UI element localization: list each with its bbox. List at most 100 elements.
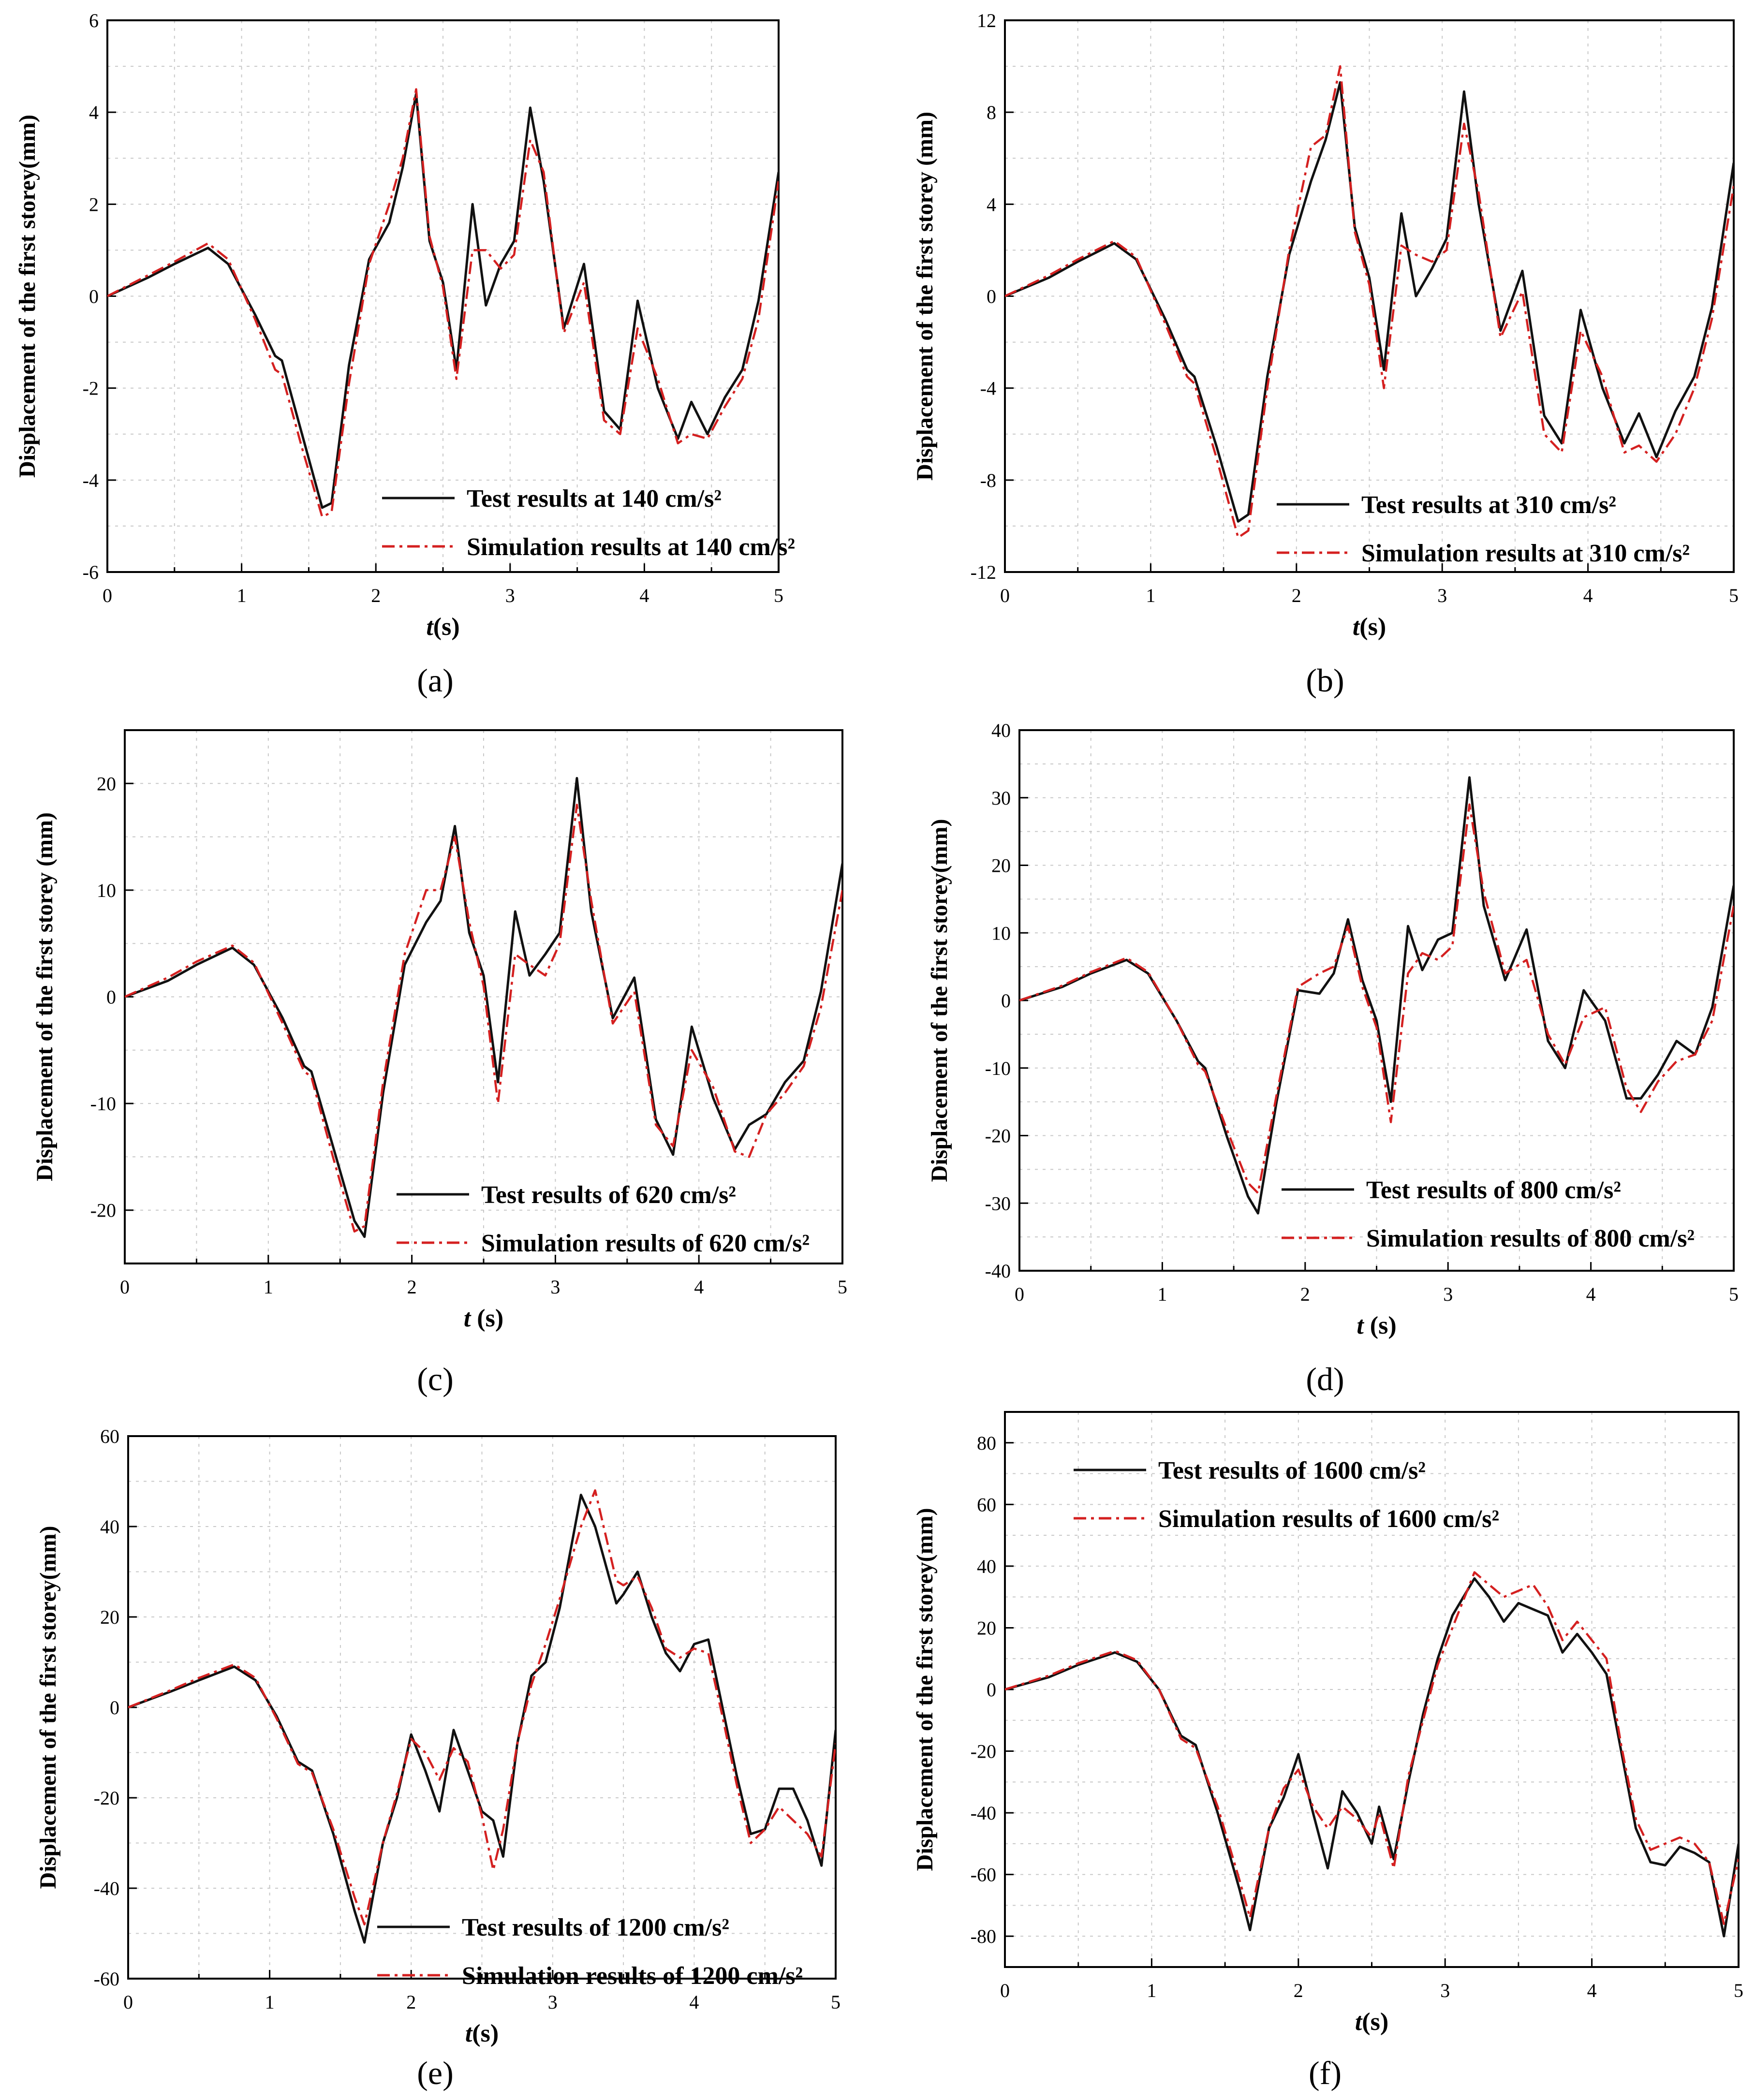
series-line-test (1005, 81, 1734, 523)
panel-caption: (e) (417, 2055, 453, 2091)
x-tick-label: 3 (548, 1991, 558, 2013)
x-tick-label: 1 (237, 585, 247, 606)
chart-panel-a: 0 1 2 3 4 5 -6 -4 -2 0 2 4 6 Displacement of the firs… (15, 10, 795, 699)
x-tick-label: 5 (838, 1276, 847, 1298)
legend-label: Simulation results of 620 cm/s² (481, 1230, 810, 1257)
y-tick-label: -20 (985, 1125, 1011, 1147)
x-axis-label-variable: t (464, 1305, 472, 1332)
legend-label: Test results of 800 cm/s² (1366, 1176, 1621, 1204)
series-line-simulation (128, 1489, 836, 1926)
series-line-test (1005, 1577, 1739, 1938)
x-axis-label-variable: t (1353, 613, 1360, 641)
y-tick-label: -20 (90, 1200, 116, 1221)
y-tick-label: 4 (987, 193, 996, 215)
x-tick-label: 0 (103, 585, 112, 606)
x-tick-label: 2 (407, 1276, 417, 1298)
x-axis-label: t(s) (465, 2020, 499, 2047)
y-axis-label: Displacement of the first storey(mm) (15, 115, 40, 478)
y-tick-label: -4 (83, 470, 99, 491)
y-tick-label: 0 (110, 1697, 119, 1718)
y-tick-label: -10 (90, 1093, 116, 1115)
x-axis-label-variable: t (465, 2020, 473, 2047)
y-tick-label: -6 (83, 561, 99, 583)
y-tick-label: 2 (89, 193, 99, 215)
x-axis-label-unit: (s) (471, 1305, 503, 1332)
y-tick-label: 0 (987, 1679, 996, 1701)
y-tick-label: -60 (94, 1968, 119, 1990)
y-tick-label: -80 (971, 1925, 996, 1947)
grid (125, 730, 842, 1263)
chart-panel-d: 0 1 2 3 4 5 -40 -30 -20 -10 0 10 20 30 40 Displacement … (927, 720, 1739, 1397)
y-tick-label: -40 (971, 1802, 996, 1824)
x-axis-label-variable: t (1357, 1312, 1364, 1339)
legend-label: Test results at 140 cm/s² (467, 485, 722, 513)
x-tick-label: 5 (831, 1991, 841, 2013)
y-tick-label: 60 (100, 1425, 119, 1447)
x-tick-label: 2 (406, 1991, 416, 2013)
x-tick-label: 0 (120, 1276, 130, 1298)
y-tick-label: 20 (100, 1606, 119, 1628)
y-tick-label: 4 (89, 102, 99, 123)
y-tick-label: 80 (977, 1432, 996, 1454)
x-tick-label: 2 (1300, 1283, 1310, 1305)
legend-label: Test results of 1600 cm/s² (1158, 1457, 1426, 1484)
legend-label: Simulation results of 1600 cm/s² (1158, 1505, 1499, 1533)
x-axis-label: t(s) (1353, 613, 1386, 641)
y-tick-label: -40 (94, 1878, 119, 1899)
y-tick-label: -20 (971, 1741, 996, 1762)
y-axis-label: Displacement of the first storey(mm) (912, 1508, 938, 1871)
x-tick-label: 3 (1440, 1980, 1450, 2001)
x-tick-label: 4 (1583, 585, 1593, 606)
y-tick-label: 8 (987, 102, 996, 123)
y-axis-label: Displacement of the first storey(mm) (927, 819, 952, 1182)
x-axis-label: t (s) (464, 1305, 503, 1332)
legend-label: Test results of 620 cm/s² (481, 1181, 736, 1209)
grid (1005, 1412, 1739, 1967)
series-line-test (1019, 776, 1734, 1215)
y-tick-label: 60 (977, 1494, 996, 1515)
x-axis-label-variable: t (1355, 2008, 1363, 2036)
y-tick-label: 40 (991, 720, 1011, 741)
y-tick-label: 6 (89, 10, 99, 31)
legend-label: Simulation results at 310 cm/s² (1361, 540, 1690, 567)
x-axis-label-unit: (s) (1364, 1312, 1397, 1339)
grid (128, 1436, 836, 1979)
y-tick-label: -8 (980, 470, 996, 491)
x-axis-label-unit: (s) (472, 2020, 499, 2047)
grid (1019, 730, 1734, 1271)
x-tick-label: 4 (694, 1276, 704, 1298)
x-tick-label: 4 (1586, 1283, 1596, 1305)
x-tick-label: 0 (1000, 1980, 1010, 2001)
x-tick-label: 0 (123, 1991, 133, 2013)
y-tick-label: 30 (991, 787, 1011, 809)
legend-label: Simulation results of 800 cm/s² (1366, 1225, 1695, 1252)
y-tick-label: -12 (971, 561, 996, 583)
y-tick-label: 20 (991, 855, 1011, 877)
chart-panel-e: 0 1 2 3 4 5 -60 -40 -20 0 20 40 60 Displacement of th… (35, 1425, 841, 2091)
y-tick-label: 10 (991, 922, 1011, 944)
panel-caption: (c) (417, 1361, 453, 1397)
y-axis-label: Displacement of the first storey (mm) (32, 812, 58, 1181)
y-tick-label: 12 (977, 10, 996, 31)
x-tick-label: 1 (1147, 1980, 1156, 2001)
x-tick-label: 3 (1437, 585, 1447, 606)
y-tick-label: 20 (97, 773, 116, 794)
y-tick-label: 0 (987, 286, 996, 308)
y-tick-label: -60 (971, 1864, 996, 1886)
x-axis-label-variable: t (426, 613, 434, 641)
y-axis-label: Displacement of the first storey (mm) (912, 112, 938, 481)
series-line-simulation (1019, 803, 1734, 1194)
x-axis-label-unit: (s) (1362, 2008, 1388, 2036)
y-tick-label: 0 (89, 286, 99, 308)
x-tick-label: 0 (1015, 1283, 1024, 1305)
y-tick-label: -20 (94, 1787, 119, 1809)
x-tick-label: 5 (1729, 1283, 1739, 1305)
legend-label: Test results of 1200 cm/s² (462, 1914, 729, 1941)
panel-caption: (a) (417, 662, 453, 699)
grid (107, 20, 779, 572)
x-tick-label: 2 (1294, 1980, 1303, 2001)
y-axis-label: Displacement of the first storey(mm) (35, 1526, 61, 1889)
x-axis-label-unit: (s) (1359, 613, 1386, 641)
x-tick-label: 5 (1729, 585, 1739, 606)
